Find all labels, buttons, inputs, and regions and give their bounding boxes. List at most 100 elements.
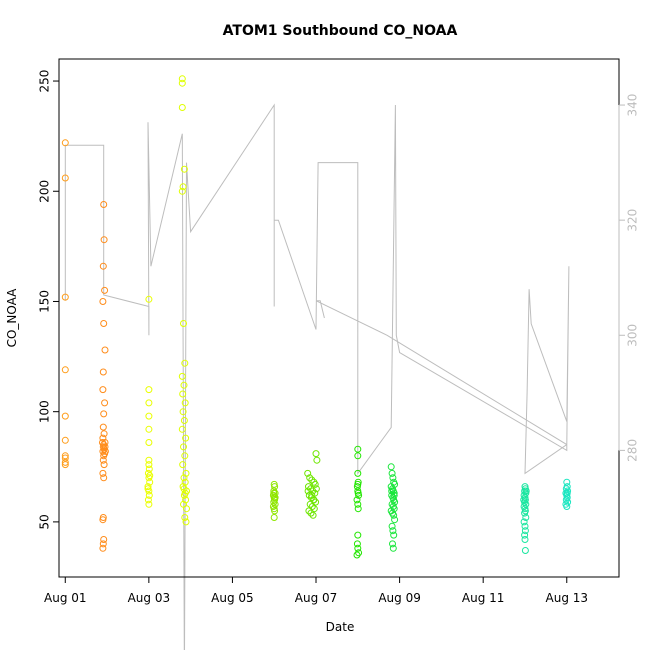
- data-point: [178, 104, 186, 111]
- data-point: [520, 496, 528, 504]
- data-point: [179, 461, 187, 469]
- data-point: [100, 474, 108, 482]
- right-tick-label: 340: [626, 94, 640, 117]
- data-point: [61, 366, 69, 374]
- data-point: [181, 478, 189, 486]
- data-point: [99, 298, 107, 305]
- data-point: [100, 536, 108, 543]
- x-axis-label: Date: [326, 620, 355, 634]
- data-point: [182, 434, 190, 442]
- axes-layer: 50 100 150 200 250 Aug 01 Aug 03 Aug 05 Aug 07 Au…: [38, 70, 640, 605]
- data-point: [312, 450, 320, 458]
- data-point: [388, 522, 396, 530]
- data-point: [307, 509, 315, 517]
- data-point: [305, 507, 313, 515]
- data-point: [99, 447, 107, 455]
- data-point: [145, 491, 153, 499]
- data-point: [308, 491, 316, 499]
- data-point: [99, 386, 107, 394]
- data-point: [144, 496, 152, 504]
- y-tick-label: 50: [38, 514, 52, 529]
- data-point: [99, 262, 107, 270]
- data-point: [271, 494, 279, 502]
- x-tick-label: Aug 01: [44, 591, 87, 605]
- data-point: [179, 183, 187, 191]
- data-point: [178, 425, 186, 433]
- data-point: [310, 496, 318, 504]
- x-tick-label: Aug 05: [211, 591, 254, 605]
- data-point: [179, 408, 187, 416]
- right-tick-label: 300: [626, 324, 640, 347]
- data-point: [180, 474, 188, 482]
- data-point: [271, 483, 279, 491]
- data-point: [312, 485, 320, 493]
- data-point: [145, 412, 153, 420]
- data-point: [391, 516, 399, 524]
- data-point: [522, 514, 530, 521]
- data-point: [181, 489, 189, 497]
- data-point: [182, 518, 190, 526]
- data-point: [145, 399, 153, 407]
- data-point: [181, 359, 189, 367]
- data-point: [521, 531, 529, 539]
- y-tick-label: 150: [38, 290, 52, 313]
- data-point: [99, 434, 107, 442]
- data-point: [144, 483, 152, 491]
- data-point: [181, 514, 189, 521]
- data-point: [180, 381, 188, 389]
- data-point: [146, 478, 154, 486]
- data-point: [101, 399, 109, 407]
- data-point: [145, 425, 153, 433]
- data-point: [389, 544, 397, 552]
- data-point: [61, 412, 69, 420]
- data-point: [390, 511, 398, 519]
- data-point: [270, 514, 278, 521]
- data-point: [354, 452, 362, 460]
- data-point: [522, 487, 530, 495]
- data-point: [100, 430, 108, 438]
- points-layer: [61, 75, 572, 559]
- data-point: [180, 165, 188, 173]
- y-tick-label: 100: [38, 400, 52, 423]
- data-point: [270, 489, 278, 497]
- data-point: [313, 456, 321, 464]
- data-point: [180, 417, 188, 424]
- data-point: [144, 485, 152, 493]
- data-point: [183, 505, 190, 513]
- data-point: [308, 503, 316, 510]
- data-point: [61, 454, 69, 462]
- x-tick-label: Aug 03: [128, 591, 171, 605]
- data-point: [354, 544, 362, 552]
- data-point: [145, 439, 153, 446]
- data-point: [563, 503, 571, 510]
- data-point: [99, 368, 107, 376]
- data-point: [304, 469, 312, 477]
- x-tick-label: Aug 09: [378, 591, 421, 605]
- data-point: [390, 531, 398, 539]
- y-axis-label: CO_NOAA: [5, 288, 19, 348]
- data-point: [271, 500, 279, 508]
- data-point: [354, 445, 362, 453]
- data-point: [306, 474, 314, 482]
- data-point: [311, 480, 319, 488]
- secondary-series-line: [64, 103, 570, 650]
- data-point: [61, 293, 69, 301]
- data-point: [388, 469, 396, 477]
- data-point: [353, 551, 361, 559]
- data-point: [305, 483, 312, 491]
- data-point: [304, 487, 312, 495]
- data-point: [61, 452, 69, 460]
- data-point: [181, 399, 189, 407]
- data-point: [61, 139, 69, 147]
- data-point: [145, 295, 153, 303]
- data-point: [182, 469, 190, 477]
- data-point: [100, 236, 108, 244]
- data-point: [179, 390, 187, 398]
- data-point: [145, 500, 153, 508]
- data-point: [100, 461, 108, 469]
- data-point: [353, 540, 361, 548]
- data-point: [61, 174, 69, 182]
- data-point: [100, 201, 108, 208]
- data-point: [521, 536, 529, 543]
